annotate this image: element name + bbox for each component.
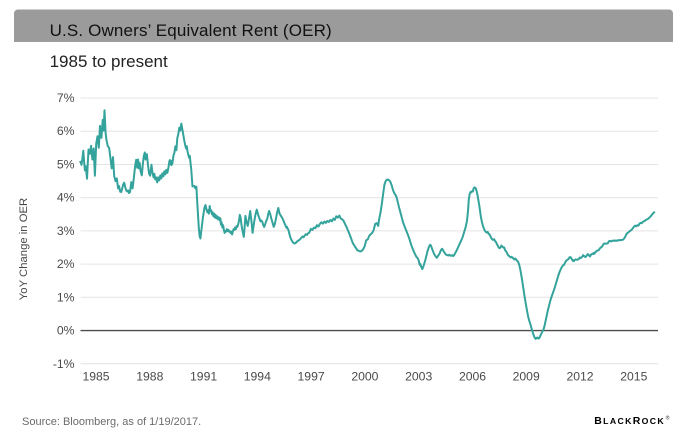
svg-text:2015: 2015 [620,369,647,383]
svg-text:2012: 2012 [566,369,593,383]
svg-text:3%: 3% [57,224,75,238]
svg-text:7%: 7% [57,91,75,105]
svg-text:2003: 2003 [405,369,432,383]
svg-text:1994: 1994 [244,369,271,383]
svg-text:2000: 2000 [351,369,378,383]
svg-text:1991: 1991 [190,369,217,383]
svg-text:2%: 2% [57,257,75,271]
svg-text:-1%: -1% [53,357,75,371]
svg-text:1988: 1988 [136,369,163,383]
svg-text:2009: 2009 [513,369,540,383]
svg-text:1997: 1997 [298,369,325,383]
svg-text:4%: 4% [57,191,75,205]
svg-text:U.S. Owners’ Equivalent Rent (: U.S. Owners’ Equivalent Rent (OER) [50,21,332,40]
svg-text:1985 to present: 1985 to present [50,52,168,71]
svg-text:YoY Change in OER: YoY Change in OER [18,198,30,300]
svg-text:BLACKROCK: BLACKROCK [594,415,665,427]
svg-text:5%: 5% [57,158,75,172]
svg-text:2006: 2006 [459,369,486,383]
svg-text:Source: Bloomberg, as of 1/19/: Source: Bloomberg, as of 1/19/2017. [22,416,201,428]
svg-text:0%: 0% [57,324,75,338]
svg-text:6%: 6% [57,124,75,138]
svg-text:1%: 1% [57,290,75,304]
svg-text:1985: 1985 [82,369,109,383]
svg-text:®: ® [666,414,670,421]
